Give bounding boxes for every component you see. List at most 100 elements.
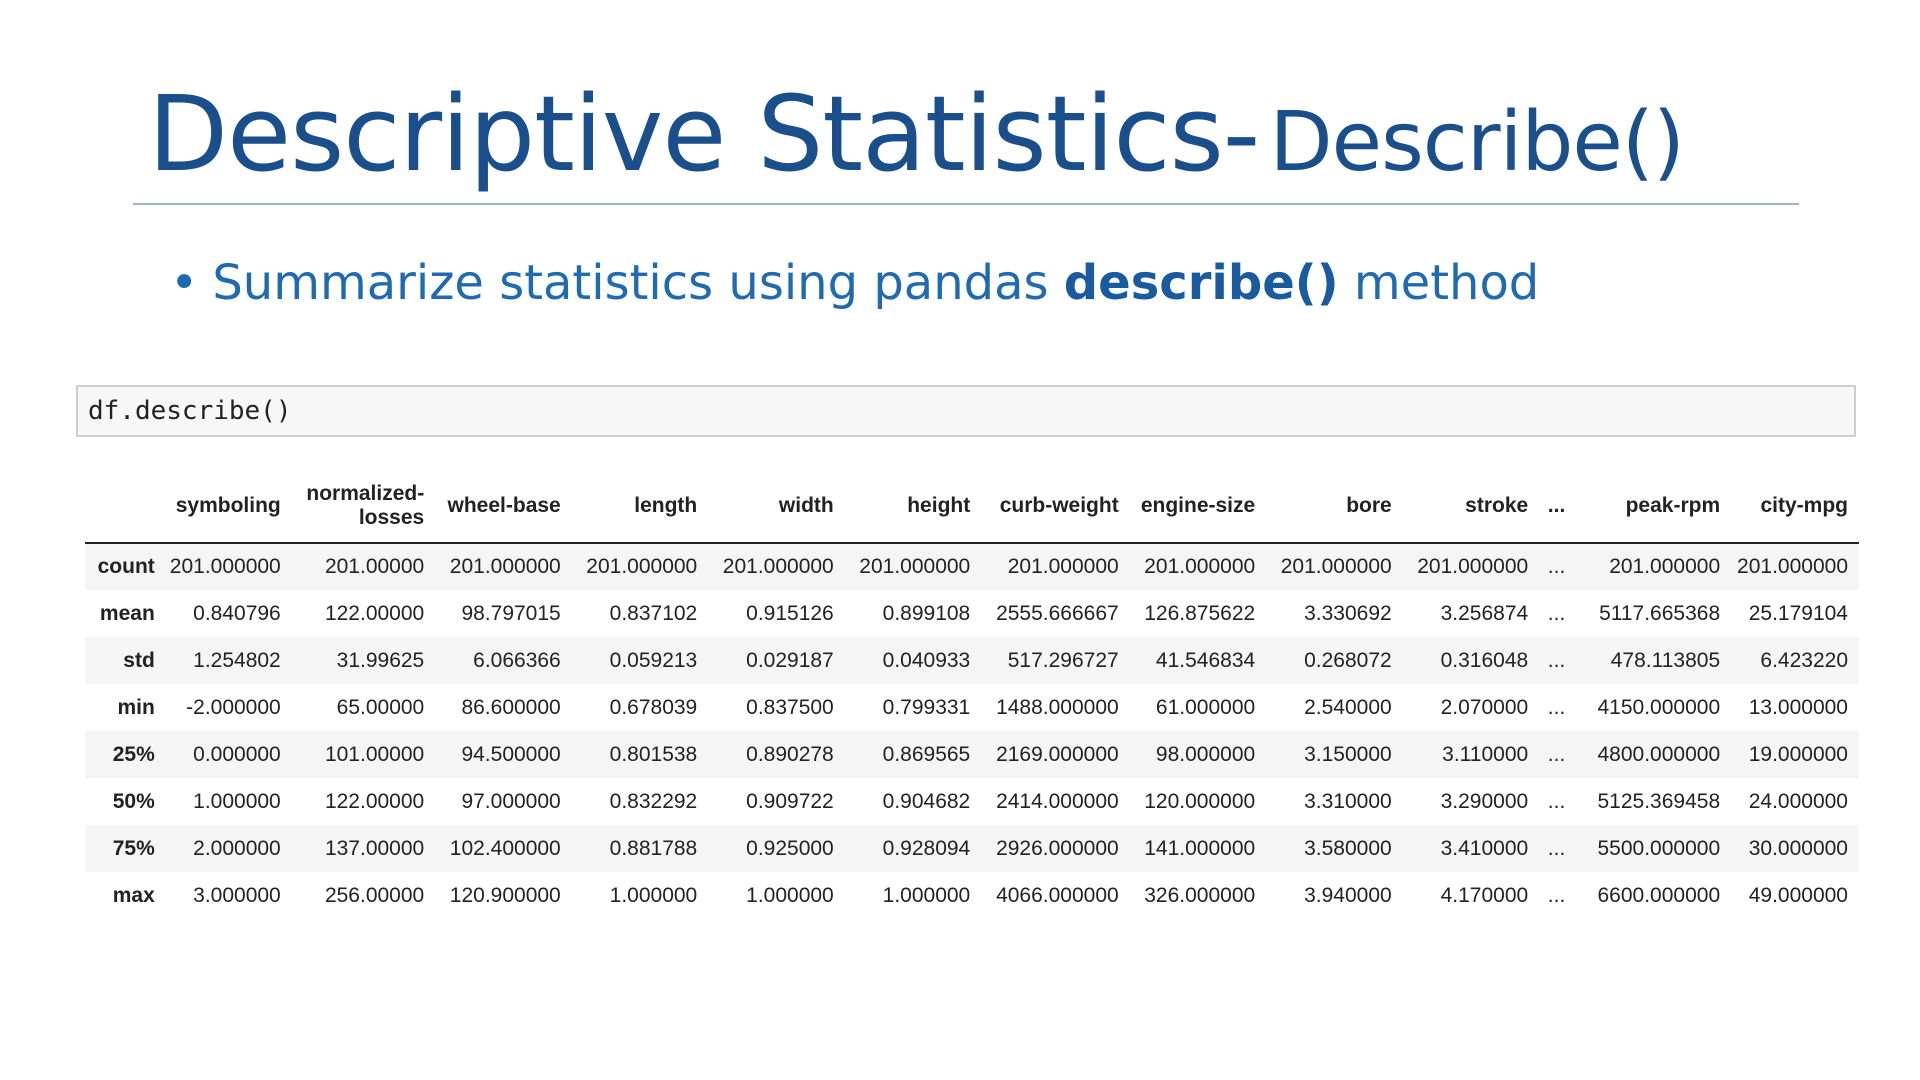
table-row: 50% 1.000000 122.00000 97.000000 0.832292 0.9… bbox=[85, 778, 1859, 825]
table-row: mean 0.840796 122.00000 98.797015 0.837102 0.… bbox=[85, 590, 1859, 637]
table-cell: 4800.000000 bbox=[1597, 742, 1721, 766]
ellipsis-cell: ... bbox=[1547, 695, 1566, 719]
table-cell: 30.000000 bbox=[1748, 836, 1848, 860]
table-cell: 6.423220 bbox=[1760, 648, 1848, 672]
column-header: height bbox=[844, 470, 982, 544]
table-cell: 0.837102 bbox=[609, 601, 698, 625]
row-label: std bbox=[123, 648, 155, 672]
table-cell: 0.869565 bbox=[882, 742, 971, 766]
column-header: peak-rpm bbox=[1573, 470, 1732, 544]
table-cell: 201.00000 bbox=[324, 555, 425, 578]
table-cell: 141.000000 bbox=[1144, 836, 1256, 860]
row-label: 25% bbox=[112, 742, 155, 766]
table-cell: 3.150000 bbox=[1304, 742, 1392, 766]
table-cell: 2555.666667 bbox=[996, 601, 1119, 625]
ellipsis-cell: ... bbox=[1547, 883, 1566, 907]
row-label: mean bbox=[99, 601, 155, 625]
table-cell: 201.000000 bbox=[722, 555, 834, 578]
table-cell: 517.296727 bbox=[1007, 648, 1119, 672]
table-cell: 2.540000 bbox=[1304, 695, 1392, 719]
table-cell: 19.000000 bbox=[1748, 742, 1848, 766]
table-cell: 94.500000 bbox=[461, 742, 561, 766]
row-label: max bbox=[112, 883, 155, 907]
table-cell: 0.928094 bbox=[882, 836, 971, 860]
table-cell: 102.400000 bbox=[449, 836, 561, 860]
table-cell: 4.170000 bbox=[1440, 883, 1529, 907]
table-cell: 201.000000 bbox=[1280, 555, 1392, 578]
table-cell: 126.875622 bbox=[1144, 601, 1256, 625]
column-header: symboling bbox=[165, 470, 292, 544]
row-label: min bbox=[117, 695, 155, 719]
code-cell[interactable]: df.describe() bbox=[76, 385, 1856, 437]
table-cell: 0.909722 bbox=[746, 789, 834, 813]
table-cell: 201.000000 bbox=[1737, 555, 1848, 578]
table-cell: 0.801538 bbox=[609, 742, 698, 766]
table-cell: 201.000000 bbox=[1417, 555, 1529, 578]
bullet-point: • Summarize statistics using pandas descr… bbox=[170, 255, 1539, 313]
header-row: symboling normalized-losses wheel-base l… bbox=[85, 470, 1859, 544]
table-row: max 3.000000 256.00000 120.900000 1.000000 1.… bbox=[85, 872, 1859, 919]
table-cell: 1.254802 bbox=[193, 648, 281, 672]
table-cell: 122.00000 bbox=[324, 601, 425, 625]
table-cell: 0.678039 bbox=[609, 695, 698, 719]
table-cell: 97.000000 bbox=[461, 789, 561, 813]
table-cell: 122.00000 bbox=[324, 789, 425, 813]
table-cell: 2414.000000 bbox=[996, 789, 1119, 813]
table-cell: 0.059213 bbox=[609, 648, 698, 672]
table-cell: 2169.000000 bbox=[996, 742, 1119, 766]
table-cell: 2926.000000 bbox=[996, 836, 1119, 860]
row-label: 75% bbox=[112, 836, 155, 860]
table-cell: 326.000000 bbox=[1144, 883, 1256, 907]
column-header: normalized-losses bbox=[291, 470, 436, 544]
table-cell: 201.000000 bbox=[586, 555, 698, 578]
ellipsis-header: ... bbox=[1539, 470, 1574, 544]
table-row: std 1.254802 31.99625 6.066366 0.059213 0.029… bbox=[85, 637, 1859, 684]
title-sub: Describe() bbox=[1269, 95, 1684, 190]
table-cell: 201.000000 bbox=[859, 555, 971, 578]
table-cell: 0.899108 bbox=[882, 601, 971, 625]
table-cell: 2.070000 bbox=[1440, 695, 1529, 719]
row-label: 50% bbox=[112, 789, 155, 813]
index-header bbox=[85, 470, 166, 544]
table-cell: 3.110000 bbox=[1442, 742, 1529, 766]
table-cell: 2.000000 bbox=[193, 836, 281, 860]
column-header: width bbox=[708, 470, 845, 544]
table-cell: 0.000000 bbox=[193, 742, 281, 766]
title-underline bbox=[133, 203, 1799, 205]
ellipsis-cell: ... bbox=[1547, 789, 1566, 813]
table-cell: 61.000000 bbox=[1155, 695, 1256, 719]
table-cell: 0.925000 bbox=[746, 836, 834, 860]
table-cell: -2.000000 bbox=[186, 695, 281, 719]
bullet-prefix: Summarize statistics using pandas bbox=[212, 255, 1049, 311]
table-row: min -2.000000 65.00000 86.600000 0.678039 0.8… bbox=[85, 684, 1859, 731]
table-cell: 24.000000 bbox=[1748, 789, 1848, 813]
table-cell: 256.00000 bbox=[324, 883, 425, 907]
ellipsis-cell: ... bbox=[1547, 648, 1566, 672]
table-cell: 5500.000000 bbox=[1597, 836, 1721, 860]
column-header: engine-size bbox=[1129, 470, 1267, 544]
column-header: bore bbox=[1266, 470, 1403, 544]
column-header: wheel-base bbox=[435, 470, 572, 544]
table-cell: 0.890278 bbox=[746, 742, 834, 766]
table-cell: 3.256874 bbox=[1440, 601, 1529, 625]
dataframe-table: symboling normalized-losses wheel-base l… bbox=[85, 470, 1859, 919]
column-header: city-mpg bbox=[1731, 470, 1859, 544]
ellipsis-cell: ... bbox=[1547, 601, 1566, 625]
table-cell: 1.000000 bbox=[609, 883, 698, 907]
table-cell: 3.330692 bbox=[1304, 601, 1392, 625]
table-cell: 5125.369458 bbox=[1597, 789, 1721, 813]
table-cell: 201.000000 bbox=[1007, 555, 1119, 578]
table-cell: 49.000000 bbox=[1748, 883, 1848, 907]
table-cell: 3.290000 bbox=[1440, 789, 1529, 813]
table-cell: 86.600000 bbox=[461, 695, 561, 719]
table-cell: 0.268072 bbox=[1304, 648, 1392, 672]
table-cell: 120.900000 bbox=[449, 883, 561, 907]
table-cell: 0.904682 bbox=[882, 789, 971, 813]
table-cell: 478.113805 bbox=[1610, 648, 1721, 672]
table-row: 25% 0.000000 101.00000 94.500000 0.801538 0.8… bbox=[85, 731, 1859, 778]
bullet-emphasis: describe() bbox=[1063, 255, 1339, 311]
table-cell: 137.00000 bbox=[324, 836, 425, 860]
describe-output-table: symboling normalized-losses wheel-base l… bbox=[85, 470, 1859, 920]
table-cell: 3.310000 bbox=[1304, 789, 1392, 813]
